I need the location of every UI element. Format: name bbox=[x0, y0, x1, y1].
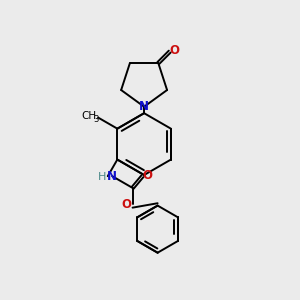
Text: O: O bbox=[142, 169, 152, 182]
Text: O: O bbox=[121, 198, 131, 211]
Text: N: N bbox=[139, 100, 149, 113]
Text: O: O bbox=[170, 44, 180, 58]
Text: N: N bbox=[106, 170, 117, 183]
Text: H: H bbox=[98, 172, 107, 182]
Text: 3: 3 bbox=[94, 115, 99, 124]
Text: CH: CH bbox=[82, 111, 97, 121]
